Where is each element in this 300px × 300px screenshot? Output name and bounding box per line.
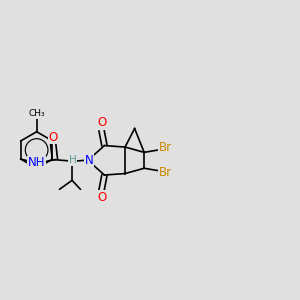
Text: N: N [85, 154, 93, 167]
Text: O: O [97, 116, 106, 129]
Text: H: H [69, 155, 76, 165]
Text: CH₃: CH₃ [28, 109, 45, 118]
Text: Br: Br [159, 141, 172, 154]
Text: Br: Br [159, 166, 172, 179]
Text: NH: NH [28, 157, 45, 169]
Text: O: O [97, 191, 106, 204]
Text: O: O [49, 130, 58, 143]
